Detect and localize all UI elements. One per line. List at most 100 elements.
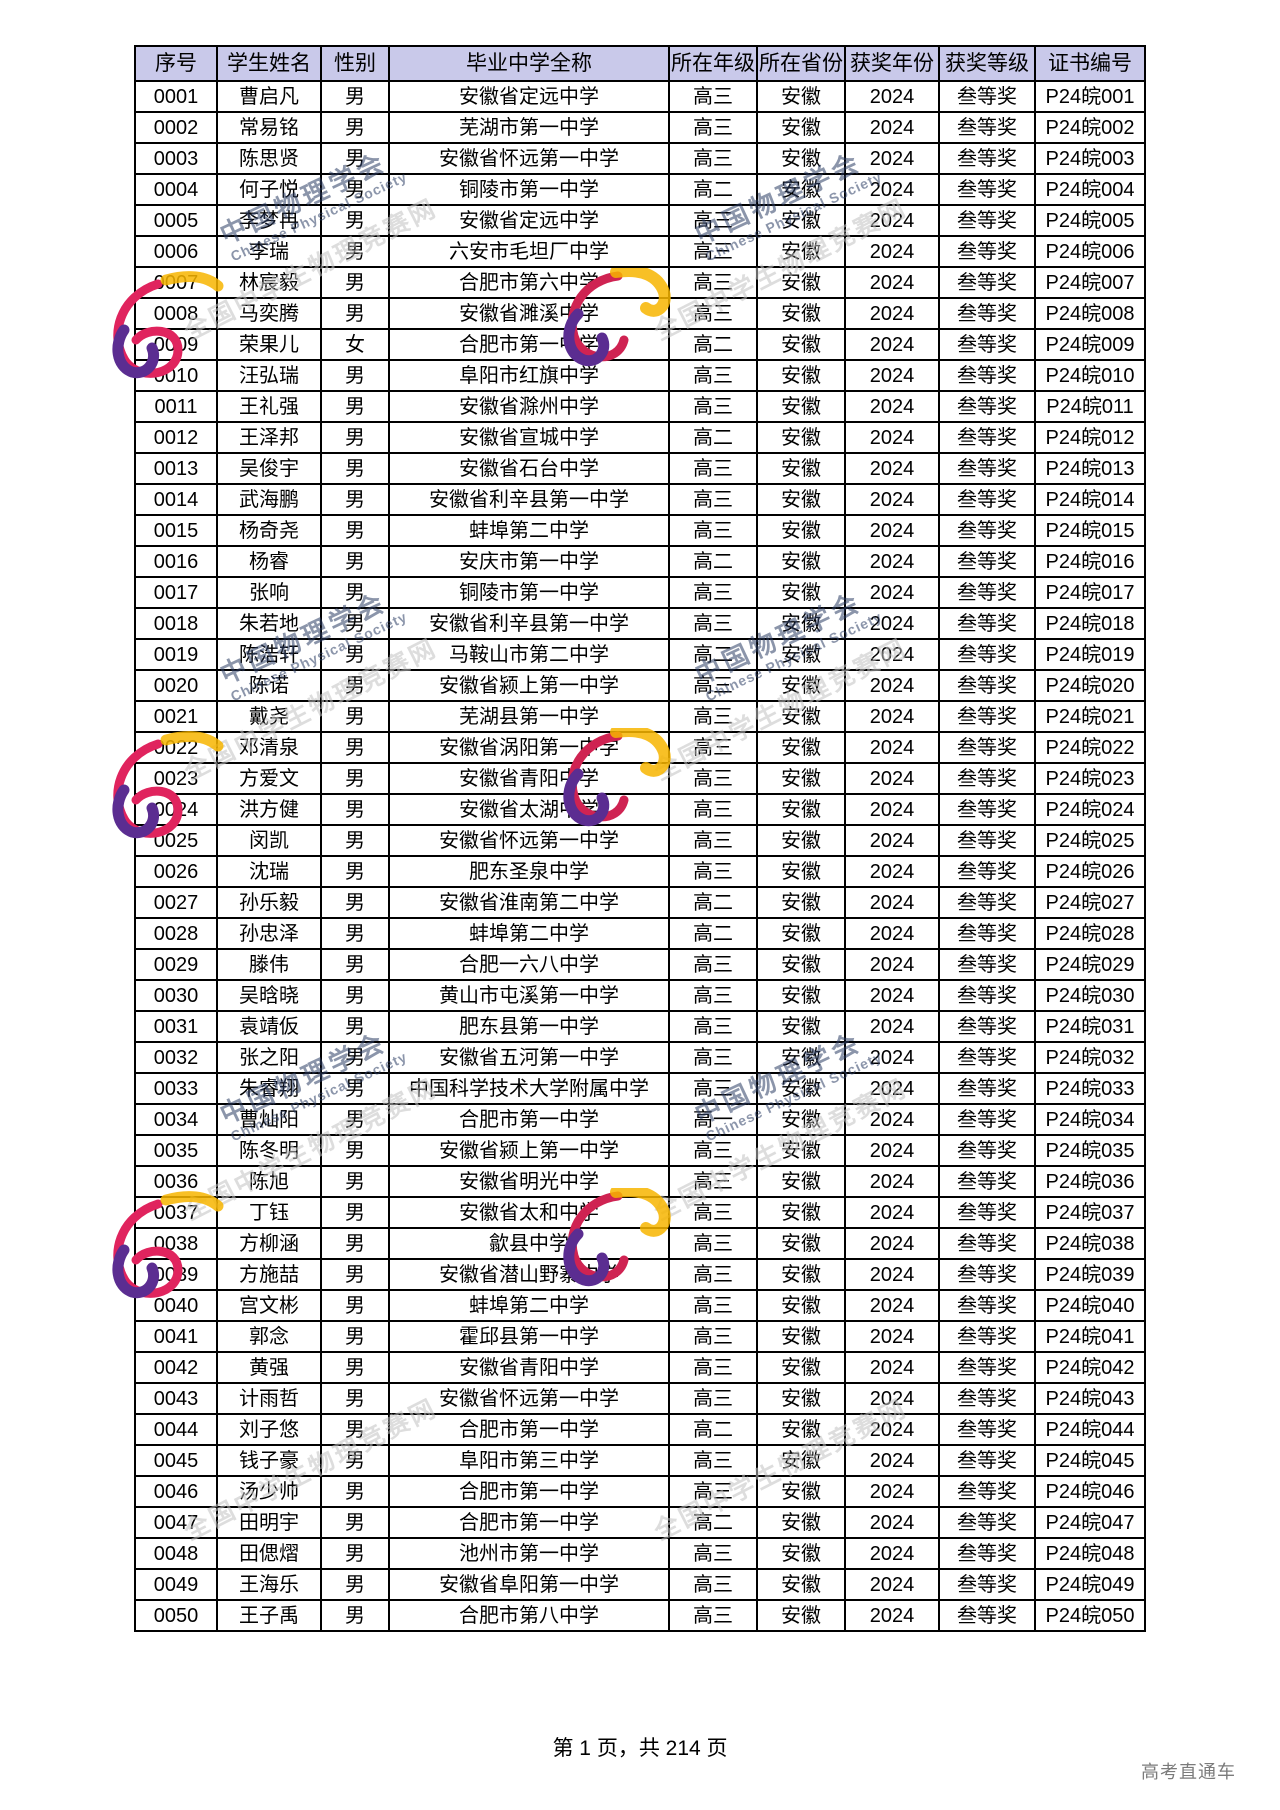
cell-school: 安徽省怀远第一中学 <box>388 142 670 175</box>
cell-grade: 高三 <box>668 266 758 299</box>
cell-name: 王泽邦 <box>216 421 322 454</box>
cell-school: 蚌埠第二中学 <box>388 1289 670 1322</box>
cell-school: 合肥一六八中学 <box>388 948 670 981</box>
table-row: 0035 陈冬明男安徽省颍上第一中学 高三 安徽 2024 叁等奖 P24皖035 <box>134 1134 1146 1167</box>
cell-province: 安徽 <box>756 1227 846 1260</box>
cell-grade: 高三 <box>668 1599 758 1632</box>
table-row: 0002 常易铭男芜湖市第一中学 高三 安徽 2024 叁等奖 P24皖002 <box>134 111 1146 144</box>
cell-cert: P24皖004 <box>1034 173 1146 206</box>
cell-school: 安徽省颍上第一中学 <box>388 669 670 702</box>
cell-school: 安徽省明光中学 <box>388 1165 670 1198</box>
cell-province: 安徽 <box>756 1537 846 1570</box>
cell-name: 丁钰 <box>216 1196 322 1229</box>
cell-sex: 男 <box>320 142 390 175</box>
cell-name: 张之阳 <box>216 1041 322 1074</box>
cell-sex: 女 <box>320 328 390 361</box>
cell-grade: 高三 <box>668 1382 758 1415</box>
cell-province: 安徽 <box>756 917 846 950</box>
cell-school: 安徽省利辛县第一中学 <box>388 483 670 516</box>
cell-school: 合肥市第一中学 <box>388 1103 670 1136</box>
table-row: 0023 方爱文男安徽省青阳中学 高三 安徽 2024 叁等奖 P24皖023 <box>134 762 1146 795</box>
cell-seq: 0040 <box>134 1289 218 1322</box>
cell-school: 马鞍山市第二中学 <box>388 638 670 671</box>
cell-province: 安徽 <box>756 1599 846 1632</box>
cell-province: 安徽 <box>756 1320 846 1353</box>
cell-grade: 高三 <box>668 1227 758 1260</box>
cell-year: 2024 <box>844 1165 940 1198</box>
column-header-year: 获奖年份 <box>844 45 940 82</box>
cell-level: 叁等奖 <box>938 80 1036 113</box>
cell-seq: 0039 <box>134 1258 218 1291</box>
cell-seq: 0049 <box>134 1568 218 1601</box>
cell-province: 安徽 <box>756 297 846 330</box>
cell-name: 洪方健 <box>216 793 322 826</box>
cell-province: 安徽 <box>756 855 846 888</box>
cell-cert: P24皖013 <box>1034 452 1146 485</box>
cell-province: 安徽 <box>756 1258 846 1291</box>
cell-province: 安徽 <box>756 452 846 485</box>
cell-seq: 0047 <box>134 1506 218 1539</box>
cell-level: 叁等奖 <box>938 1289 1036 1322</box>
cell-province: 安徽 <box>756 793 846 826</box>
cell-year: 2024 <box>844 1537 940 1570</box>
cell-school: 安徽省青阳中学 <box>388 1351 670 1384</box>
cell-seq: 0033 <box>134 1072 218 1105</box>
cell-grade: 高三 <box>668 1165 758 1198</box>
cell-seq: 0038 <box>134 1227 218 1260</box>
table-row: 0006 李瑞男六安市毛坦厂中学 高三 安徽 2024 叁等奖 P24皖006 <box>134 235 1146 268</box>
cell-seq: 0032 <box>134 1041 218 1074</box>
cell-grade: 高三 <box>668 1041 758 1074</box>
cell-school: 肥东圣泉中学 <box>388 855 670 888</box>
cell-province: 安徽 <box>756 359 846 392</box>
cell-sex: 男 <box>320 297 390 330</box>
cell-seq: 0015 <box>134 514 218 547</box>
cell-year: 2024 <box>844 1041 940 1074</box>
cell-year: 2024 <box>844 142 940 175</box>
table-row: 0018 朱若地男安徽省利辛县第一中学 高三 安徽 2024 叁等奖 P24皖018 <box>134 607 1146 640</box>
cell-cert: P24皖043 <box>1034 1382 1146 1415</box>
cell-grade: 高三 <box>668 390 758 423</box>
cell-level: 叁等奖 <box>938 483 1036 516</box>
cell-cert: P24皖016 <box>1034 545 1146 578</box>
cell-province: 安徽 <box>756 1506 846 1539</box>
cell-school: 肥东县第一中学 <box>388 1010 670 1043</box>
cell-year: 2024 <box>844 235 940 268</box>
cell-level: 叁等奖 <box>938 855 1036 888</box>
cell-sex: 男 <box>320 173 390 206</box>
cell-grade: 高三 <box>668 483 758 516</box>
cell-grade: 高三 <box>668 80 758 113</box>
cell-seq: 0029 <box>134 948 218 981</box>
cell-sex: 男 <box>320 545 390 578</box>
table-row: 0034 曹灿阳男合肥市第一中学 高一 安徽 2024 叁等奖 P24皖034 <box>134 1103 1146 1136</box>
cell-year: 2024 <box>844 1506 940 1539</box>
table-row: 0050 王子禹男合肥市第八中学 高三 安徽 2024 叁等奖 P24皖050 <box>134 1599 1146 1632</box>
cell-grade: 高二 <box>668 328 758 361</box>
cell-seq: 0024 <box>134 793 218 826</box>
cell-name: 孙忠泽 <box>216 917 322 950</box>
cell-grade: 高三 <box>668 1289 758 1322</box>
cell-name: 李梦冉 <box>216 204 322 237</box>
cell-grade: 高三 <box>668 1568 758 1601</box>
cell-name: 戴尧 <box>216 700 322 733</box>
cell-name: 荣果儿 <box>216 328 322 361</box>
cell-name: 闵凯 <box>216 824 322 857</box>
cell-level: 叁等奖 <box>938 1382 1036 1415</box>
cell-province: 安徽 <box>756 576 846 609</box>
cell-cert: P24皖033 <box>1034 1072 1146 1105</box>
cell-seq: 0042 <box>134 1351 218 1384</box>
cell-seq: 0030 <box>134 979 218 1012</box>
cell-school: 池州市第一中学 <box>388 1537 670 1570</box>
cell-name: 朱若地 <box>216 607 322 640</box>
cell-year: 2024 <box>844 576 940 609</box>
cell-seq: 0006 <box>134 235 218 268</box>
cell-province: 安徽 <box>756 1475 846 1508</box>
cell-name: 马奕腾 <box>216 297 322 330</box>
cell-grade: 高三 <box>668 1351 758 1384</box>
table-row: 0042 黄强男安徽省青阳中学 高三 安徽 2024 叁等奖 P24皖042 <box>134 1351 1146 1384</box>
cell-cert: P24皖022 <box>1034 731 1146 764</box>
cell-level: 叁等奖 <box>938 1227 1036 1260</box>
cell-cert: P24皖003 <box>1034 142 1146 175</box>
cell-level: 叁等奖 <box>938 359 1036 392</box>
table-row: 0019 陈浩轩男马鞍山市第二中学 高二 安徽 2024 叁等奖 P24皖019 <box>134 638 1146 671</box>
